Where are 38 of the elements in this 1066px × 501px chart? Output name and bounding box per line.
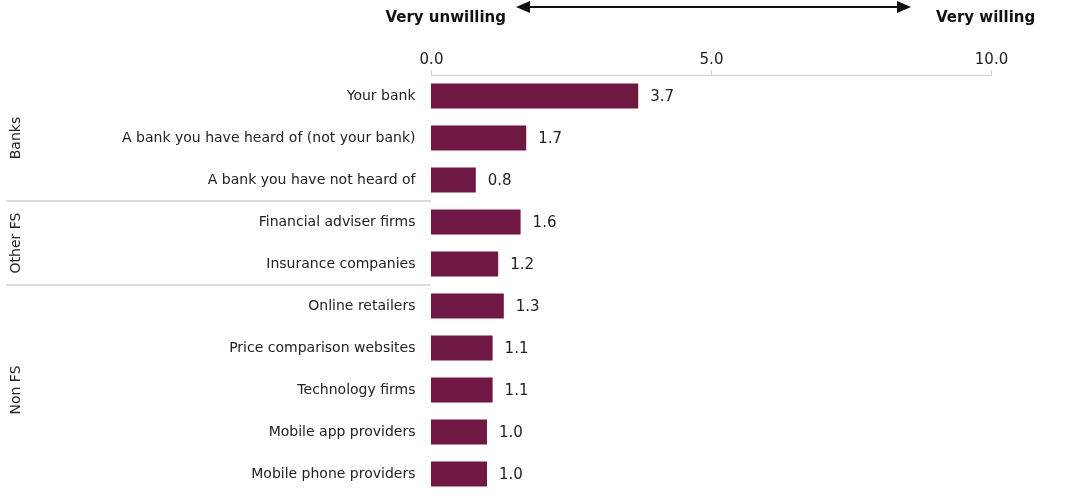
x-tick-label: 10.0 bbox=[974, 49, 1009, 68]
bar bbox=[431, 461, 487, 487]
data-label: 1.0 bbox=[499, 423, 523, 441]
bar bbox=[431, 251, 499, 277]
data-label: 1.0 bbox=[499, 465, 523, 483]
bar bbox=[431, 377, 493, 403]
y-tick-label: Technology firms bbox=[296, 381, 416, 397]
data-label: 3.7 bbox=[650, 87, 675, 105]
data-label: 0.8 bbox=[487, 171, 512, 189]
text: Very willing bbox=[936, 8, 1036, 26]
data-label: 1.1 bbox=[504, 381, 529, 399]
data-label: 1.1 bbox=[504, 339, 529, 357]
y-tick-label: A bank you have not heard of bbox=[207, 171, 417, 187]
y-tick-label: Price comparison websites bbox=[229, 339, 416, 355]
bar bbox=[431, 419, 487, 445]
y-tick-label: Mobile phone providers bbox=[251, 465, 416, 481]
text: Very unwilling bbox=[385, 8, 506, 26]
y-tick-label: Your bank bbox=[345, 87, 417, 103]
text: Other FS bbox=[7, 212, 23, 274]
x-tick-label: 0.0 bbox=[419, 49, 444, 68]
bar bbox=[431, 335, 493, 361]
bar bbox=[431, 167, 476, 193]
bar bbox=[431, 209, 521, 235]
bar bbox=[431, 125, 527, 151]
y-tick-label: Mobile app providers bbox=[268, 423, 416, 439]
text: Banks bbox=[7, 116, 23, 160]
y-tick-label: Online retailers bbox=[308, 297, 416, 313]
data-label: 1.7 bbox=[538, 129, 563, 147]
y-tick-label: Insurance companies bbox=[266, 255, 416, 271]
y-tick-label: A bank you have heard of (not your bank) bbox=[122, 129, 416, 145]
x-tick-label: 5.0 bbox=[699, 49, 724, 68]
data-label: 1.3 bbox=[515, 297, 540, 315]
text: Non FS bbox=[7, 365, 23, 415]
y-tick-label: Financial adviser firms bbox=[258, 213, 416, 229]
data-label: 1.2 bbox=[510, 255, 535, 273]
bar bbox=[431, 293, 504, 319]
bar bbox=[431, 83, 639, 109]
data-label: 1.6 bbox=[532, 213, 557, 231]
